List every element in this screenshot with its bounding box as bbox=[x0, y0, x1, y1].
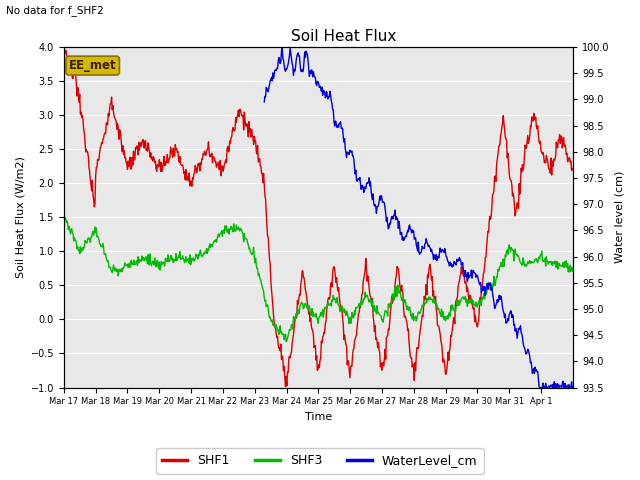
Y-axis label: Water level (cm): Water level (cm) bbox=[615, 171, 625, 264]
Text: No data for f_SHF2: No data for f_SHF2 bbox=[6, 5, 104, 16]
Y-axis label: Soil Heat Flux (W/m2): Soil Heat Flux (W/m2) bbox=[15, 156, 25, 278]
X-axis label: Time: Time bbox=[305, 412, 332, 422]
Legend: SHF1, SHF3, WaterLevel_cm: SHF1, SHF3, WaterLevel_cm bbox=[156, 448, 484, 474]
Title: Soil Heat Flux: Soil Heat Flux bbox=[291, 29, 397, 44]
Text: EE_met: EE_met bbox=[69, 59, 116, 72]
